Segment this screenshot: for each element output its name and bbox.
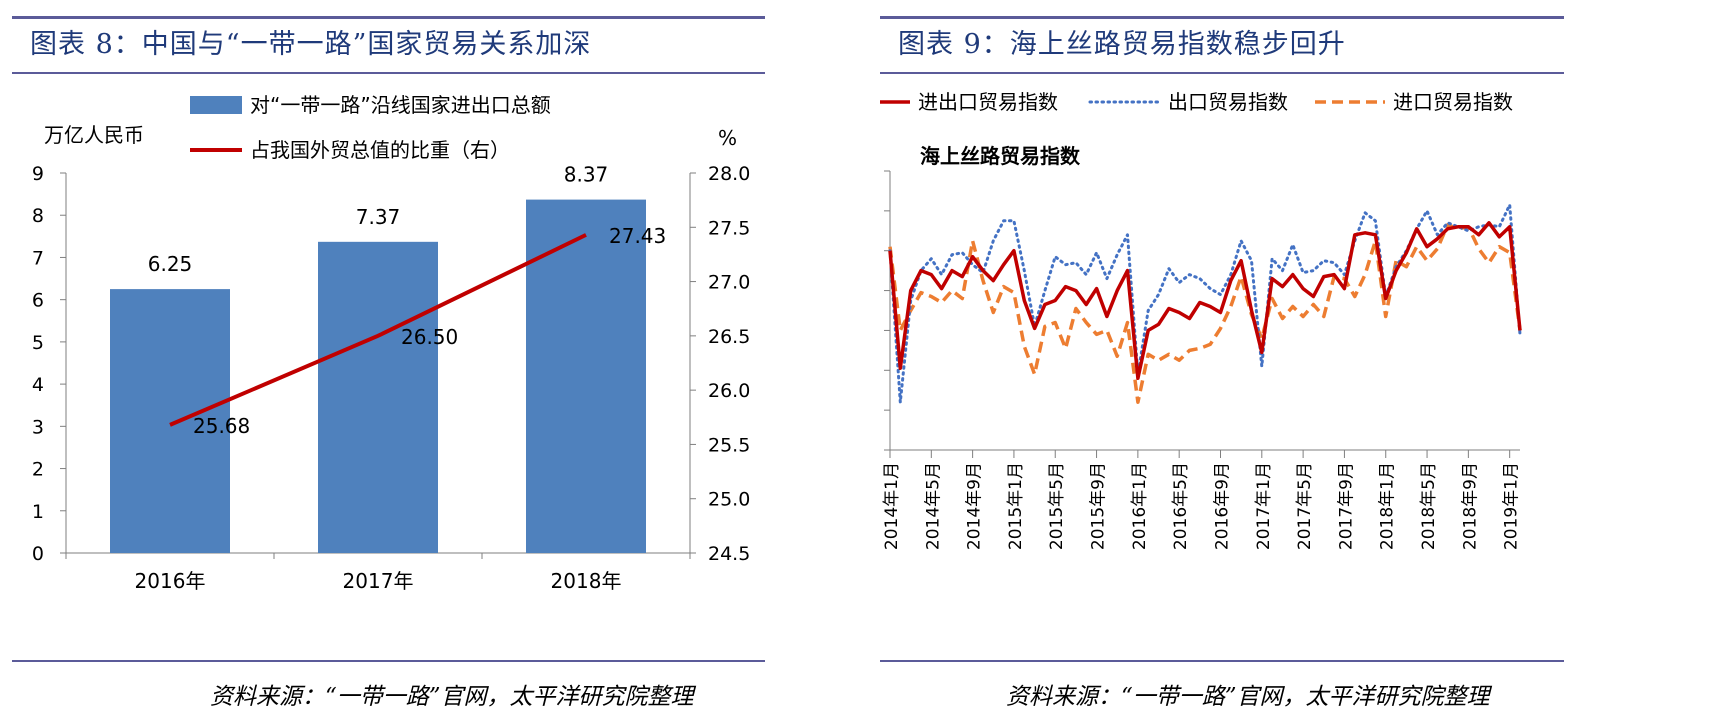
line-value-label: 26.50 [401, 325, 458, 349]
x-tick-label: 2015年5月 [1047, 462, 1067, 550]
legend-label-bar: 对“一带一路”沿线国家进出口总额 [250, 93, 551, 117]
legend-label-line: 占我国外贸总值的比重（右） [250, 138, 510, 162]
x-tick-label: 2014年5月 [923, 462, 943, 550]
left-panel: 图表 8：中国与“一带一路”国家贸易关系加深 对“一带一路”沿线国家进出口总额 … [0, 0, 860, 718]
legend-label: 出口贸易指数 [1168, 90, 1288, 114]
y-tick-label-right: 27.5 [708, 217, 750, 239]
y-tick-label-right: 27.0 [708, 272, 750, 294]
legend-swatch-bar [190, 96, 242, 114]
bar-line-chart: 对“一带一路”沿线国家进出口总额 占我国外贸总值的比重（右） 万亿人民币 % 0… [32, 93, 750, 593]
series-lines [888, 203, 1522, 404]
bar [318, 241, 438, 554]
title-rule [880, 72, 1564, 74]
y-tick-label-left: 7 [32, 247, 44, 269]
x-tick-label: 2016年 [135, 569, 206, 593]
share-line [169, 233, 587, 427]
x-tick-label: 2018年1月 [1378, 462, 1398, 550]
chart-title: 图表 9：海上丝路贸易指数稳步回升 [898, 29, 1346, 60]
y-tick-label-right: 28.0 [708, 163, 750, 185]
y-tick-label-left: 3 [32, 416, 44, 438]
chart-title: 图表 8：中国与“一带一路”国家贸易关系加深 [30, 29, 592, 60]
line-value-label: 25.68 [193, 414, 250, 438]
x-tick-label: 2017年1月 [1254, 462, 1274, 550]
y-tick-label-left: 1 [32, 501, 44, 523]
top-rule [880, 16, 1564, 19]
y-tick-label-left: 0 [32, 543, 44, 565]
y-tick-label-right: 24.5 [708, 543, 750, 565]
y-tick-label-left: 2 [32, 459, 44, 481]
inner-chart-title: 海上丝路贸易指数 [920, 144, 1081, 168]
chart-legend: 对“一带一路”沿线国家进出口总额 占我国外贸总值的比重（右） [190, 93, 551, 162]
x-tick-label: 2015年1月 [1006, 462, 1026, 550]
chart-axes: 0 1 2 3 4 5 6 7 8 9 24.5 25.0 25.5 26.0 26.5 27.0 27.5 28… [32, 163, 750, 593]
series-line-dashed [888, 223, 1522, 404]
y-tick-label-right: 25.0 [708, 489, 750, 511]
y-axis-label-left: 万亿人民币 [44, 123, 144, 147]
y-tick-label-left: 4 [32, 374, 44, 396]
bar-value-label: 8.37 [564, 163, 609, 187]
x-tick-label: 2016年9月 [1212, 462, 1232, 550]
x-tick-label: 2014年1月 [882, 462, 902, 550]
right-panel: 图表 9：海上丝路贸易指数稳步回升 进出口贸易指数 出口贸易指数 进口贸易指数 海上… [880, 0, 1722, 718]
source-note: 资料来源：“一带一路”官网，太平洋研究院整理 [1006, 684, 1490, 710]
x-tick-label: 2015年9月 [1089, 462, 1109, 550]
bar-value-label: 7.37 [356, 205, 401, 229]
legend-label: 进出口贸易指数 [918, 90, 1058, 114]
x-tick-label: 2017年5月 [1295, 462, 1315, 550]
x-tick-label: 2016年1月 [1130, 462, 1150, 550]
x-tick-label: 2014年9月 [965, 462, 985, 550]
y-axis-label-right: % [718, 126, 737, 150]
y-tick-label-left: 6 [32, 290, 44, 312]
chart-legend: 进出口贸易指数 出口贸易指数 进口贸易指数 [880, 90, 1513, 114]
bar [526, 199, 646, 553]
y-tick-label-left: 9 [32, 163, 44, 185]
x-tick-label: 2017年9月 [1336, 462, 1356, 550]
x-tick-label: 2018年 [551, 569, 622, 593]
y-tick-label-right: 26.0 [708, 380, 750, 402]
y-tick-label-left: 8 [32, 205, 44, 227]
x-tick-label: 2016年5月 [1171, 462, 1191, 550]
series-line-solid [888, 221, 1522, 381]
y-tick-label-left: 5 [32, 332, 44, 354]
legend-label: 进口贸易指数 [1393, 90, 1513, 114]
bottom-rule [12, 660, 765, 662]
line-value-label: 27.43 [609, 224, 666, 248]
chart-axes: 4060801001201401601802014年1月2014年5月2014年… [882, 170, 1522, 550]
line-series: 25.68 26.50 27.43 [169, 224, 666, 438]
top-rule [12, 16, 765, 19]
bar-value-label: 6.25 [148, 252, 193, 276]
x-tick-label: 2018年5月 [1419, 462, 1439, 550]
bar-series: 6.25 7.37 8.37 [110, 163, 646, 554]
x-tick-label: 2018年9月 [1460, 462, 1480, 550]
bar [110, 289, 230, 553]
y-tick-label-right: 26.5 [708, 326, 750, 348]
series-line-dotted [888, 203, 1522, 404]
y-tick-label-right: 25.5 [708, 434, 750, 456]
bottom-rule [880, 660, 1564, 662]
x-tick-label: 2017年 [343, 569, 414, 593]
title-rule [12, 72, 765, 74]
source-note: 资料来源：“一带一路”官网，太平洋研究院整理 [210, 684, 694, 710]
x-tick-label: 2019年1月 [1502, 462, 1522, 550]
